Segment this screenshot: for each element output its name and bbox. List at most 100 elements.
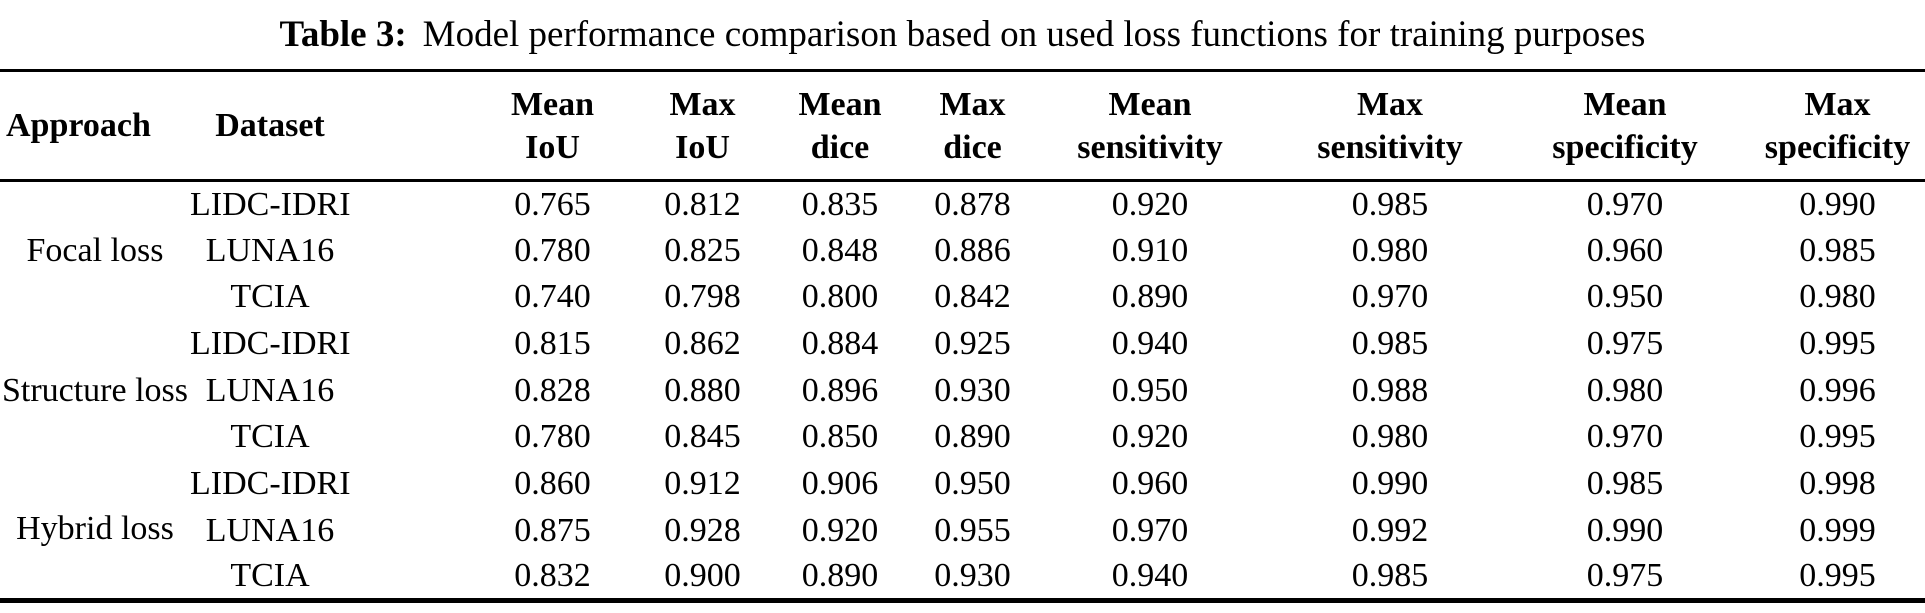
col-header-mean-sensitivity: Mean sensitivity xyxy=(1020,71,1280,181)
value-cell: 0.798 xyxy=(664,278,741,316)
col-header-max-specificity: Max specificity xyxy=(1750,71,1925,181)
value-cell: 0.950 xyxy=(934,464,1011,502)
value-cell: 0.925 xyxy=(934,324,1011,362)
col-header-line: sensitivity xyxy=(1317,128,1463,166)
value-cell: 0.890 xyxy=(934,418,1011,456)
dataset-cell: LIDC-IDRI xyxy=(190,464,351,502)
value-cell: 0.825 xyxy=(664,231,741,269)
value-cell: 0.815 xyxy=(514,324,591,362)
value-cell: 0.940 xyxy=(1111,557,1189,595)
value-cell: 0.928 xyxy=(664,511,741,549)
header-row: Approach Dataset Mean IoU Max IoU Mean dice Max d… xyxy=(0,71,1925,181)
value-cell: 0.975 xyxy=(1586,557,1664,595)
value-cell: 0.980 xyxy=(1351,231,1429,269)
value-cell: 0.975 xyxy=(1586,324,1664,362)
col-header-line: Dataset xyxy=(215,107,325,144)
col-header-line: Mean xyxy=(1583,85,1667,123)
spacer-column-header xyxy=(350,71,455,181)
value-cell: 0.960 xyxy=(1586,231,1664,269)
value-cell: 0.985 xyxy=(1351,185,1429,223)
value-cell: 0.880 xyxy=(664,371,741,409)
col-header-line: dice xyxy=(810,128,870,166)
table-row: LUNA16 0.828 0.880 0.896 0.930 0.950 0.988 0.98… xyxy=(0,367,1925,414)
col-header-line: Mean xyxy=(798,85,882,123)
value-cell: 0.920 xyxy=(1111,185,1189,223)
value-cell: 0.990 xyxy=(1799,185,1876,223)
value-cell: 0.985 xyxy=(1586,464,1664,502)
value-cell: 0.940 xyxy=(1111,324,1189,362)
dataset-cell: LUNA16 xyxy=(205,371,335,409)
spacer-cell xyxy=(350,554,455,601)
col-header-mean-dice: Mean dice xyxy=(755,71,925,181)
spacer-cell xyxy=(350,367,455,414)
value-cell: 0.878 xyxy=(934,185,1011,223)
value-cell: 0.842 xyxy=(934,278,1011,316)
value-cell: 0.998 xyxy=(1799,464,1876,502)
value-cell: 0.999 xyxy=(1799,511,1876,549)
dataset-cell: LUNA16 xyxy=(205,231,335,269)
value-cell: 0.985 xyxy=(1351,557,1429,595)
value-cell: 0.896 xyxy=(801,371,879,409)
value-cell: 0.920 xyxy=(801,511,879,549)
value-cell: 0.970 xyxy=(1351,278,1429,316)
col-header-max-sensitivity: Max sensitivity xyxy=(1280,71,1500,181)
value-cell: 0.910 xyxy=(1111,231,1189,269)
value-cell: 0.950 xyxy=(1586,278,1664,316)
value-cell: 0.930 xyxy=(934,371,1011,409)
col-header-dataset: Dataset xyxy=(190,71,350,181)
spacer-cell xyxy=(350,414,455,461)
value-cell: 0.835 xyxy=(801,185,879,223)
approach-group-label: Structure loss xyxy=(1,371,189,409)
value-cell: 0.862 xyxy=(664,324,741,362)
dataset-cell: LUNA16 xyxy=(205,511,335,549)
col-header-line: IoU xyxy=(675,128,730,166)
table-row: TCIA 0.832 0.900 0.890 0.930 0.940 0.985 0.975 0… xyxy=(0,554,1925,601)
col-header-line: dice xyxy=(943,128,1002,166)
value-cell: 0.950 xyxy=(1111,371,1189,409)
dataset-cell: TCIA xyxy=(230,278,310,316)
value-cell: 0.970 xyxy=(1111,511,1189,549)
value-cell: 0.992 xyxy=(1351,511,1429,549)
col-header-line: Mean xyxy=(1108,85,1192,123)
value-cell: 0.970 xyxy=(1586,418,1664,456)
value-cell: 0.930 xyxy=(934,557,1011,595)
value-cell: 0.995 xyxy=(1799,324,1876,362)
col-header-line: Max xyxy=(669,85,736,123)
spacer-cell xyxy=(350,227,455,274)
value-cell: 0.955 xyxy=(934,511,1011,549)
col-header-mean-iou: Mean IoU xyxy=(455,71,650,181)
spacer-cell xyxy=(350,461,455,508)
approach-group-label: Focal loss xyxy=(26,232,164,270)
value-cell: 0.832 xyxy=(514,557,591,595)
table-caption: Table 3: Model performance comparison ba… xyxy=(0,0,1925,69)
value-cell: 0.900 xyxy=(664,557,741,595)
value-cell: 0.845 xyxy=(664,418,741,456)
value-cell: 0.995 xyxy=(1799,557,1876,595)
value-cell: 0.828 xyxy=(514,371,591,409)
col-header-approach: Approach xyxy=(0,71,190,181)
table-caption-label: Table 3: xyxy=(279,14,407,55)
col-header-line: specificity xyxy=(1552,128,1698,166)
spacer-cell xyxy=(350,321,455,368)
table-row: TCIA 0.780 0.845 0.850 0.890 0.920 0.980 0.970 0… xyxy=(0,414,1925,461)
value-cell: 0.995 xyxy=(1799,418,1876,456)
value-cell: 0.980 xyxy=(1351,418,1429,456)
dataset-cell: LIDC-IDRI xyxy=(190,324,351,362)
value-cell: 0.906 xyxy=(801,464,879,502)
value-cell: 0.890 xyxy=(801,557,879,595)
table-row: Hybrid loss LIDC-IDRI 0.860 0.912 0.906 0.950… xyxy=(0,461,1925,547)
performance-table: Approach Dataset Mean IoU Max IoU Mean dice Max d… xyxy=(0,69,1925,604)
value-cell: 0.985 xyxy=(1799,231,1876,269)
table-row: LUNA16 0.875 0.928 0.920 0.955 0.970 0.992 0.99… xyxy=(0,507,1925,554)
col-header-line: Mean xyxy=(510,85,595,123)
value-cell: 0.920 xyxy=(1111,418,1189,456)
value-cell: 0.765 xyxy=(514,185,591,223)
col-header-line: Max xyxy=(1804,85,1871,123)
value-cell: 0.980 xyxy=(1799,278,1876,316)
table-row: LUNA16 0.780 0.825 0.848 0.886 0.910 0.980 0.96… xyxy=(0,227,1925,274)
value-cell: 0.912 xyxy=(664,464,741,502)
value-cell: 0.850 xyxy=(801,418,879,456)
value-cell: 0.780 xyxy=(514,418,591,456)
col-header-line: IoU xyxy=(525,128,580,166)
